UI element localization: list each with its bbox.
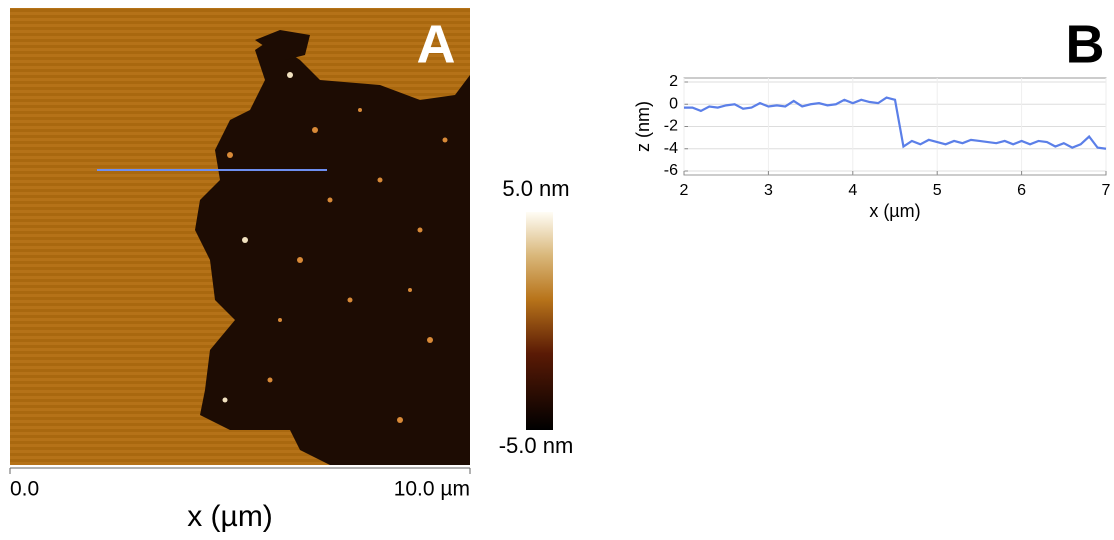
colorbar-min-label: -5.0 nm (499, 433, 574, 458)
y-tick-label: 2 (669, 73, 678, 90)
panel-label: B (1066, 14, 1105, 74)
panel-label: A (417, 14, 456, 74)
x-tick-label: 5 (933, 182, 942, 199)
afm-image (10, 8, 470, 465)
x-tick-label: 2 (680, 182, 689, 199)
scale-start-label: 0.0 (10, 478, 39, 501)
scale-end-label: 10.0 µm (394, 478, 470, 501)
x-tick-label: 3 (764, 182, 773, 199)
x-axis-label: x (µm) (869, 201, 920, 221)
x-tick-label: 7 (1102, 182, 1111, 199)
x-tick-label: 4 (848, 182, 857, 199)
x-axis-label: x (µm) (187, 500, 273, 533)
y-tick-label: -4 (664, 140, 678, 157)
colorbar (526, 212, 553, 430)
colorbar-max-label: 5.0 nm (502, 176, 569, 201)
profile-chart: 20-2-4-62 3 4 5 6 7x (µm)z (nm) (633, 73, 1111, 221)
x-tick-label: 6 (1017, 182, 1026, 199)
y-tick-label: -6 (664, 162, 678, 179)
y-axis-label: z (nm) (633, 101, 653, 152)
y-tick-label: -2 (664, 118, 678, 135)
y-tick-label: 0 (669, 95, 678, 112)
profile-line (684, 96, 1107, 150)
